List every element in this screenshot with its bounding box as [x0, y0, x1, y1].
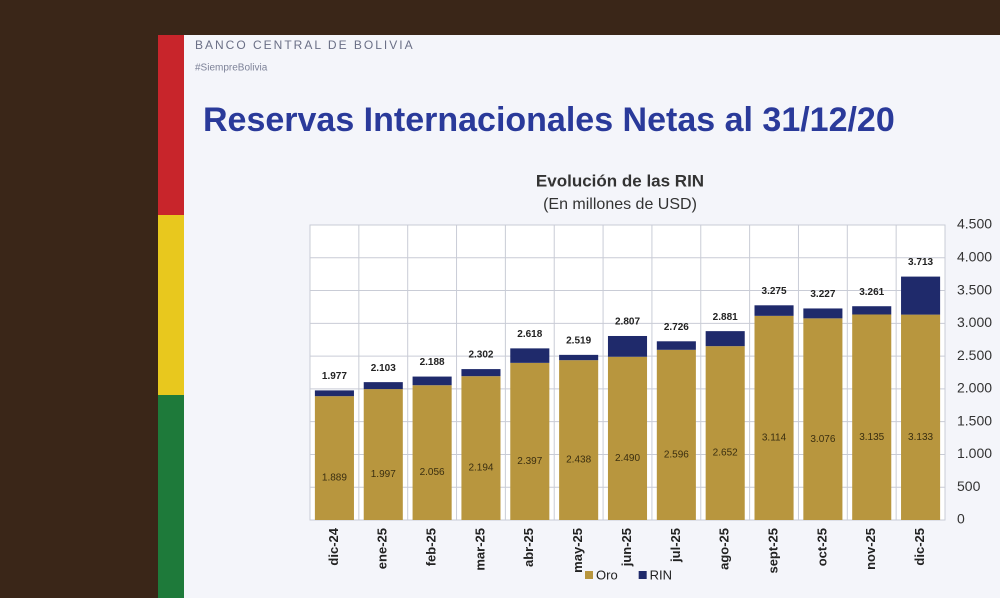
- bar-segment: [901, 314, 941, 520]
- hashtag: #SiempreBolivia: [195, 63, 268, 74]
- legend-swatch: [638, 571, 647, 579]
- x-tick-label: dic-25: [912, 528, 927, 566]
- total-label: 2.302: [468, 350, 493, 361]
- total-label: 3.227: [810, 289, 835, 300]
- y-tick-label: 2.000: [957, 380, 992, 396]
- total-label: 2.807: [615, 317, 640, 328]
- bar-segment: [510, 348, 550, 363]
- bar-segment: [412, 385, 452, 520]
- page-title: Reservas Internacionales Netas al 31/12/…: [203, 101, 895, 139]
- x-tick-label: jul-25: [668, 528, 683, 563]
- total-label: 2.519: [566, 336, 591, 347]
- bar-segment: [607, 356, 648, 520]
- chart-subtitle: (En millones de USD): [543, 196, 697, 213]
- segment-label: 2.194: [468, 463, 493, 474]
- flag-green: [158, 395, 184, 598]
- bar-segment: [656, 349, 696, 520]
- org-name: BANCO CENTRAL DE BOLIVIA: [195, 38, 415, 52]
- legend-label: RIN: [650, 567, 672, 582]
- legend-swatch: [585, 571, 593, 579]
- segment-label: 1.997: [371, 469, 396, 480]
- segment-label: 2.397: [517, 456, 542, 467]
- total-label: 3.713: [908, 257, 933, 268]
- total-label: 3.275: [762, 286, 787, 297]
- y-tick-label: 2.500: [957, 347, 992, 363]
- flag-yellow: [158, 215, 184, 395]
- segment-label: 2.652: [713, 448, 738, 459]
- y-tick-label: 4.000: [957, 248, 992, 264]
- legend-label: Oro: [596, 567, 618, 582]
- bar-segment: [901, 276, 941, 315]
- bar-segment: [754, 315, 794, 520]
- y-tick-label: 3.500: [957, 281, 992, 297]
- bar-segment: [461, 376, 501, 520]
- x-tick-label: oct-25: [814, 528, 829, 566]
- bar-segment: [705, 331, 745, 347]
- x-tick-label: jun-25: [619, 528, 634, 567]
- bar-segment: [510, 362, 550, 520]
- total-label: 2.618: [517, 329, 542, 340]
- flag-red: [158, 35, 184, 215]
- segment-label: 2.056: [420, 467, 445, 478]
- x-tick-label: ene-25: [375, 528, 390, 569]
- y-tick-label: 1.500: [957, 412, 992, 428]
- segment-label: 2.438: [566, 455, 591, 466]
- x-tick-label: mar-25: [472, 528, 487, 571]
- chart-title: Evolución de las RIN: [536, 171, 704, 190]
- x-tick-label: ago-25: [717, 528, 732, 570]
- total-label: 2.103: [371, 363, 396, 374]
- y-tick-label: 0: [957, 511, 965, 527]
- bar-segment: [705, 346, 745, 520]
- bar-segment: [461, 369, 501, 377]
- y-tick-label: 500: [957, 478, 981, 494]
- bar-segment: [803, 318, 843, 520]
- bar-segment: [314, 396, 354, 520]
- x-tick-label: nov-25: [863, 528, 878, 570]
- bar-segment: [803, 308, 843, 319]
- bar-segment: [559, 360, 599, 520]
- segment-label: 3.133: [908, 432, 933, 443]
- bar-segment: [363, 382, 403, 390]
- x-tick-label: feb-25: [424, 528, 439, 566]
- x-tick-label: sept-25: [765, 528, 780, 574]
- segment-label: 3.076: [810, 434, 835, 445]
- y-tick-label: 1.000: [957, 445, 992, 461]
- y-tick-label: 3.000: [957, 314, 992, 330]
- bar-segment: [412, 376, 452, 386]
- x-tick-label: abr-25: [521, 528, 536, 567]
- segment-label: 2.596: [664, 450, 689, 461]
- bar-segment: [314, 390, 354, 397]
- bar-segment: [852, 306, 892, 315]
- bar-segment: [607, 335, 648, 357]
- total-label: 2.188: [420, 357, 445, 368]
- bar-segment: [559, 354, 599, 361]
- x-tick-label: dic-24: [326, 527, 341, 565]
- y-tick-label: 4.500: [957, 216, 992, 232]
- segment-label: 1.889: [322, 473, 347, 484]
- segment-label: 2.490: [615, 453, 640, 464]
- bar-segment: [363, 389, 403, 520]
- x-tick-label: may-25: [570, 528, 585, 573]
- segment-label: 3.135: [859, 432, 884, 443]
- bar-segment: [852, 314, 892, 520]
- bar-segment: [754, 305, 794, 316]
- total-label: 2.726: [664, 322, 689, 333]
- total-label: 3.261: [859, 287, 884, 298]
- bar-segment: [656, 341, 696, 350]
- total-label: 1.977: [322, 371, 347, 382]
- total-label: 2.881: [713, 312, 738, 323]
- segment-label: 3.114: [762, 433, 787, 444]
